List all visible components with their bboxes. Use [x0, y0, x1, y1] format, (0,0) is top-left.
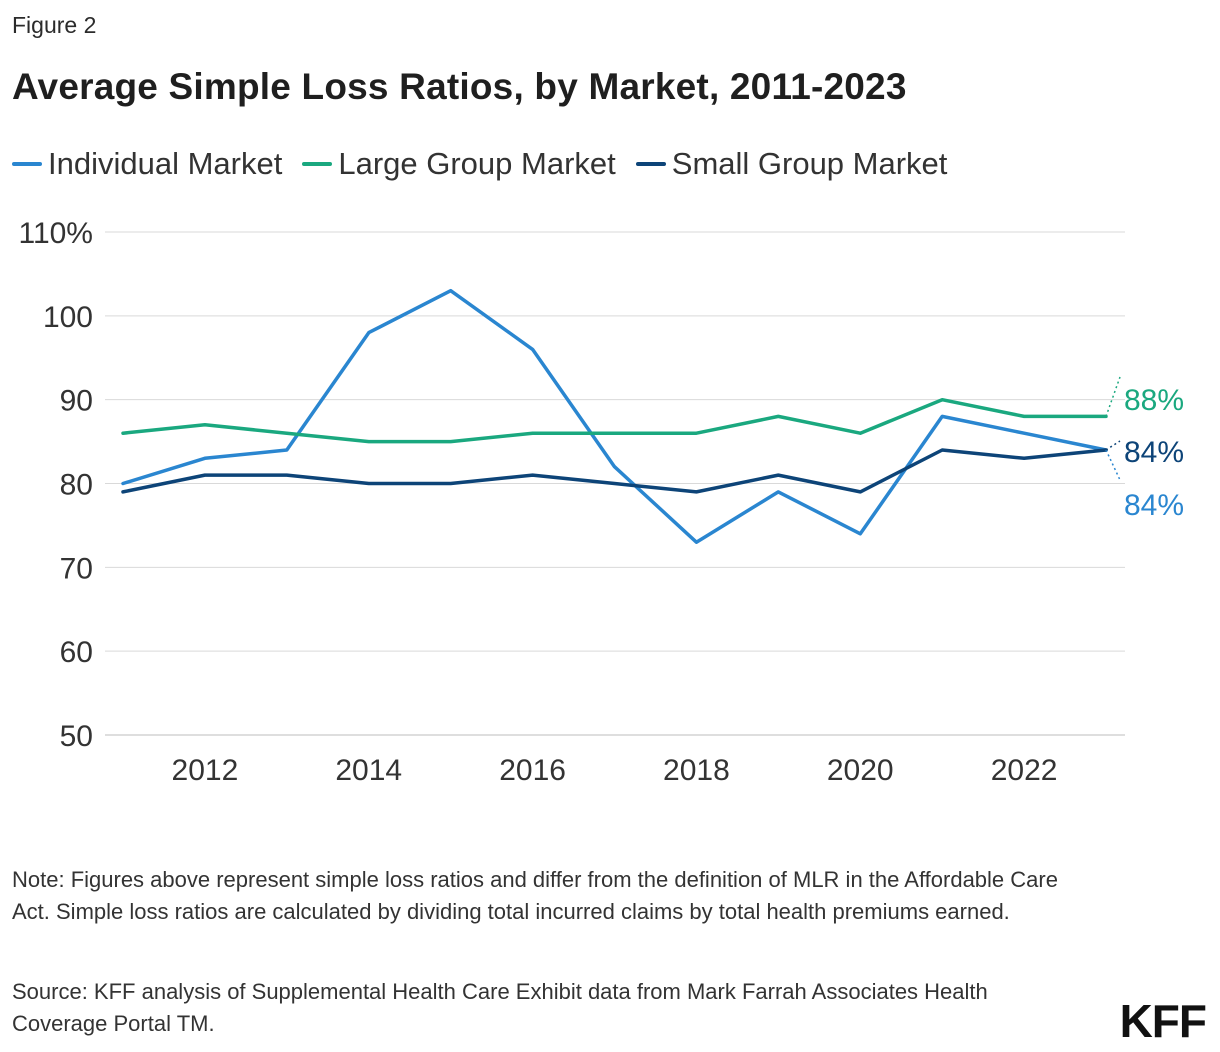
- legend-item-individual: Individual Market: [12, 146, 282, 182]
- legend-swatch-small-group: [635, 162, 666, 166]
- end-label-leader-small-group: [1105, 440, 1121, 451]
- x-tick-label: 2012: [172, 754, 239, 787]
- series-line-individual: [121, 288, 1108, 544]
- end-label-individual: 84%: [1124, 489, 1184, 522]
- y-tick-label: 100: [43, 301, 93, 334]
- x-tick-label: 2016: [499, 754, 566, 787]
- chart-note: Note: Figures above represent simple los…: [12, 867, 1058, 924]
- y-tick-label: 70: [60, 552, 93, 585]
- legend-label-large-group: Large Group Market: [338, 146, 616, 181]
- y-tick-label: 90: [60, 385, 93, 418]
- legend-swatch-large-group: [302, 162, 333, 166]
- end-label-leader-individual: [1105, 449, 1121, 481]
- series-line-large-group: [121, 397, 1108, 444]
- legend-label-individual: Individual Market: [48, 146, 283, 181]
- x-tick-label: 2018: [663, 754, 730, 787]
- series-line-small-group: [121, 448, 1108, 494]
- line-chart: 50 60 70 80 90 100 110% 2012 2014 2016 2018 2020 202…: [18, 217, 1184, 787]
- y-tick-label: 60: [60, 636, 93, 669]
- chart-legend: Individual Market Large Group Market Sma…: [12, 146, 967, 182]
- x-tick-label: 2020: [827, 754, 894, 787]
- legend-label-small-group: Small Group Market: [671, 146, 948, 181]
- y-tick-label: 110%: [18, 217, 93, 250]
- end-label-small-group: 84%: [1124, 436, 1184, 469]
- end-label-leader-large-group: [1105, 376, 1121, 417]
- chart-source: Source: KFF analysis of Supplemental Hea…: [12, 979, 988, 1036]
- x-tick-label: 2022: [991, 754, 1058, 787]
- kff-logo: KFF: [1119, 995, 1207, 1047]
- figure-label: Figure 2: [12, 12, 97, 38]
- legend-item-large-group: Large Group Market: [302, 146, 616, 182]
- legend-item-small-group: Small Group Market: [635, 146, 948, 182]
- legend-swatch-individual: [12, 162, 42, 166]
- x-tick-label: 2014: [335, 754, 402, 787]
- y-tick-label: 50: [60, 720, 93, 753]
- chart-title: Average Simple Loss Ratios, by Market, 2…: [12, 66, 907, 107]
- end-label-large-group: 88%: [1124, 384, 1184, 417]
- y-tick-label: 80: [60, 469, 93, 502]
